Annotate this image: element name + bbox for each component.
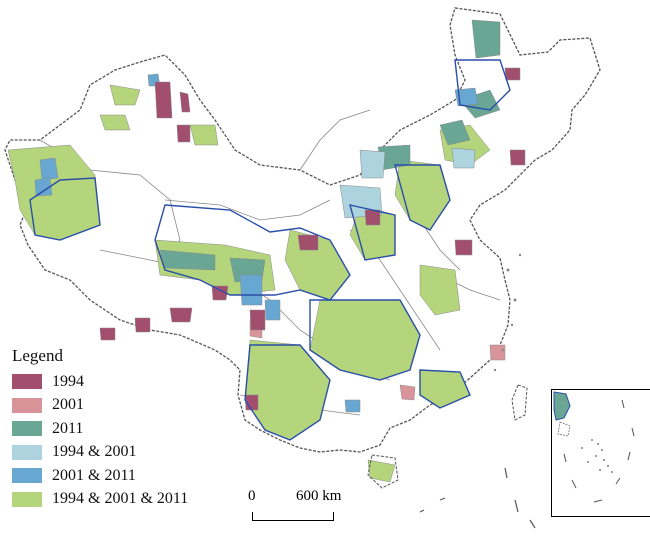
taiwan-outline	[511, 384, 528, 421]
legend-item-1994-2001: 1994 & 2001	[12, 441, 252, 465]
legend-label: 2001 & 2011	[52, 466, 136, 484]
scale-end-label: 600 km	[296, 488, 342, 504]
legend-label: 2001	[52, 396, 84, 414]
legend-swatch-1994	[12, 374, 42, 390]
legend-item-2011: 2011	[12, 417, 252, 441]
inset-map	[553, 391, 635, 503]
legend-swatch-1994-2001-2011	[12, 491, 42, 507]
legend-item-1994-2001-2011: 1994 & 2001 & 2011	[12, 488, 252, 512]
legend-item-1994: 1994	[12, 370, 252, 394]
hainan-outline	[367, 454, 399, 489]
legend-swatch-2011	[12, 421, 42, 437]
legend: Legend 1994 2001 2011 1994 & 2001 2001 &…	[12, 346, 252, 511]
national-outline	[4, 7, 601, 453]
coastal-islands	[493, 253, 522, 372]
legend-item-2001: 2001	[12, 394, 252, 418]
scale-start-label: 0	[248, 488, 256, 504]
legend-title: Legend	[12, 346, 63, 365]
highlight-borders	[29, 59, 511, 441]
region-1994	[99, 67, 526, 411]
scale-line	[252, 512, 334, 521]
legend-swatch-1994-2001	[12, 444, 42, 460]
legend-label: 1994 & 2001 & 2011	[52, 490, 189, 508]
legend-label: 1994	[52, 372, 84, 390]
legend-swatch-2001-2011	[12, 468, 42, 484]
maritime-boundary-dashes	[419, 467, 536, 529]
legend-label: 2011	[52, 419, 84, 437]
scale-bar: 0 600 km	[246, 488, 346, 528]
legend-swatch-2001	[12, 397, 42, 413]
legend-item-2001-2011: 2001 & 2011	[12, 464, 252, 488]
legend-label: 1994 & 2001	[52, 443, 137, 461]
south-sea-inset	[551, 389, 650, 517]
